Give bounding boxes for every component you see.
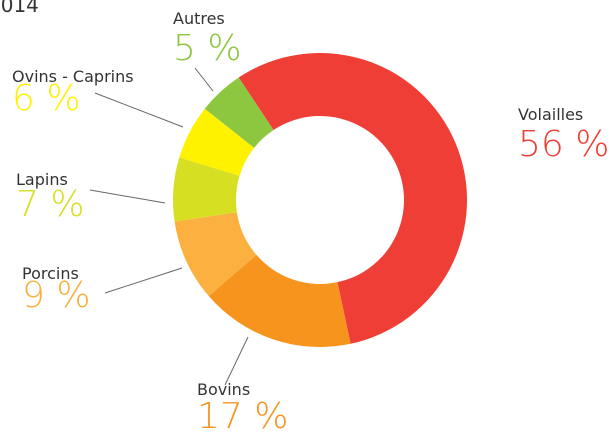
slice-value-label: 9 % (22, 275, 91, 316)
donut-slice (173, 157, 240, 222)
chart-title: 2014 (0, 0, 39, 17)
donut-slice (179, 108, 255, 176)
leader-line (224, 336, 249, 386)
slice-value-label: 17 % (197, 396, 288, 437)
leader-line (194, 67, 214, 92)
slice-name: Autres (173, 9, 225, 28)
slice-name: Bovins (197, 380, 250, 399)
leader-line (104, 267, 183, 294)
donut-slice (208, 254, 351, 347)
donut-slice (204, 77, 274, 148)
slice-name: Volailles (518, 105, 583, 124)
slice-name: Lapins (16, 170, 68, 189)
slice-name: Ovins - Caprins (12, 67, 134, 86)
donut-slice (238, 52, 468, 344)
leader-line (89, 189, 166, 204)
slice-value-label: 56 % (518, 124, 609, 165)
slice-value-label: 7 % (16, 184, 85, 225)
leader-line (94, 92, 184, 128)
slice-name: Porcins (22, 264, 79, 283)
slice-value-label: 6 % (12, 78, 81, 119)
donut-slice (174, 212, 257, 297)
slice-value-label: 5 % (173, 28, 242, 69)
